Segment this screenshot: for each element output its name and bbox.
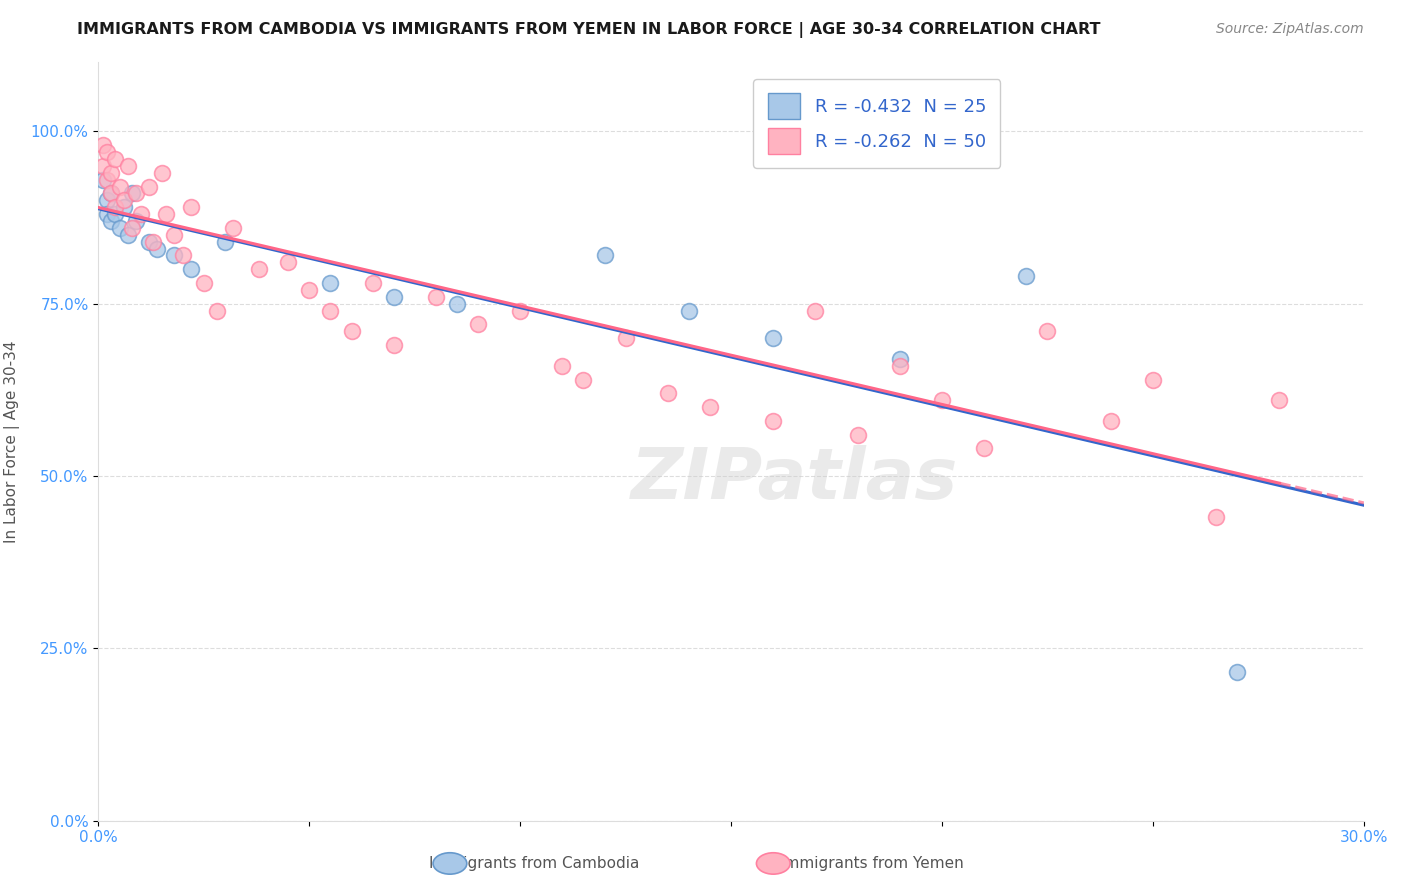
Point — [100, 166, 122, 180]
Text: Source: ZipAtlas.com: Source: ZipAtlas.com — [1216, 22, 1364, 37]
Point — [155, 207, 177, 221]
Point — [298, 283, 321, 297]
Point — [340, 324, 363, 338]
Point — [593, 248, 616, 262]
Point — [96, 207, 118, 221]
Point — [762, 331, 785, 345]
Point — [138, 179, 160, 194]
Legend: R = -0.432  N = 25, R = -0.262  N = 50: R = -0.432 N = 25, R = -0.262 N = 50 — [754, 79, 1001, 168]
Point — [96, 172, 118, 186]
Point — [657, 386, 679, 401]
Point — [1036, 324, 1059, 338]
Circle shape — [756, 853, 790, 874]
Point — [361, 276, 384, 290]
Point — [104, 207, 127, 221]
Point — [163, 227, 186, 242]
Point — [1268, 393, 1291, 408]
Point — [931, 393, 953, 408]
Point — [117, 159, 139, 173]
Point — [1226, 665, 1249, 680]
Point — [277, 255, 299, 269]
Point — [319, 303, 342, 318]
Point — [96, 145, 118, 159]
Point — [125, 186, 148, 201]
Text: Immigrants from Cambodia: Immigrants from Cambodia — [429, 856, 640, 871]
Point — [91, 172, 114, 186]
Point — [1205, 510, 1227, 524]
Point — [138, 235, 160, 249]
Point — [889, 351, 911, 366]
Y-axis label: In Labor Force | Age 30-34: In Labor Force | Age 30-34 — [4, 340, 20, 543]
Point — [121, 186, 143, 201]
Point — [382, 290, 405, 304]
Point — [1099, 414, 1122, 428]
Point — [112, 194, 135, 208]
Point — [163, 248, 186, 262]
Point — [425, 290, 447, 304]
Text: ZIPatlas: ZIPatlas — [631, 445, 957, 514]
Point — [125, 214, 148, 228]
Point — [509, 303, 531, 318]
Point — [1015, 269, 1038, 284]
Point — [762, 414, 785, 428]
Point — [117, 227, 139, 242]
Point — [108, 220, 131, 235]
Point — [467, 318, 489, 332]
Point — [678, 303, 700, 318]
Point — [205, 303, 228, 318]
Point — [846, 427, 869, 442]
Point — [180, 200, 202, 214]
Point — [150, 166, 173, 180]
Point — [180, 262, 202, 277]
Point — [121, 220, 143, 235]
Point — [1142, 372, 1164, 386]
Circle shape — [433, 853, 467, 874]
Point — [129, 207, 152, 221]
Point — [146, 242, 169, 256]
Point — [699, 400, 721, 414]
Point — [100, 186, 122, 201]
Point — [112, 200, 135, 214]
Text: Immigrants from Yemen: Immigrants from Yemen — [780, 856, 963, 871]
Point — [222, 220, 245, 235]
Point — [973, 442, 995, 456]
Text: IMMIGRANTS FROM CAMBODIA VS IMMIGRANTS FROM YEMEN IN LABOR FORCE | AGE 30-34 COR: IMMIGRANTS FROM CAMBODIA VS IMMIGRANTS F… — [77, 22, 1101, 38]
Point — [382, 338, 405, 352]
Point — [214, 235, 236, 249]
Point — [91, 138, 114, 153]
Point — [889, 359, 911, 373]
Point — [100, 214, 122, 228]
Point — [247, 262, 270, 277]
Point — [104, 152, 127, 166]
Point — [172, 248, 194, 262]
Point — [96, 194, 118, 208]
Point — [104, 200, 127, 214]
Point — [572, 372, 595, 386]
Point — [142, 235, 165, 249]
Point — [193, 276, 215, 290]
Point — [614, 331, 637, 345]
Point — [319, 276, 342, 290]
Point — [108, 179, 131, 194]
Point — [551, 359, 574, 373]
Point — [446, 296, 468, 310]
Point — [100, 186, 122, 201]
Point — [804, 303, 827, 318]
Point — [91, 159, 114, 173]
